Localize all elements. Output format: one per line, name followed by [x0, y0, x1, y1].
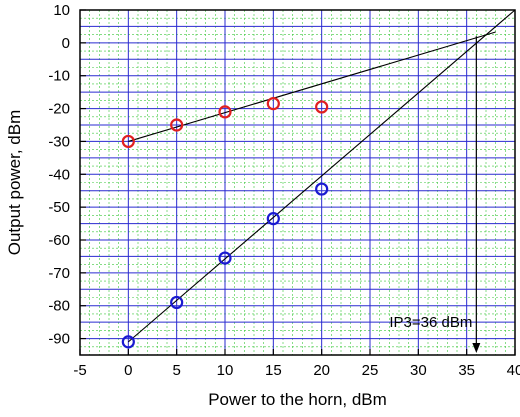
data-point-s0 [315, 100, 329, 114]
x-tick-label: 30 [410, 362, 427, 379]
y-tick-label: 0 [62, 35, 70, 52]
data-point-s0 [170, 118, 184, 132]
x-tick-label: 25 [362, 362, 379, 379]
y-tick-label: 10 [53, 2, 70, 19]
x-axis-title: Power to the horn, dBm [208, 390, 387, 409]
fit-lines [127, 9, 516, 343]
y-tick-label: -10 [48, 68, 70, 85]
ip3-label: IP3=36 dBm [389, 314, 472, 331]
data-point-s0 [218, 105, 232, 119]
y-tick-label: -20 [48, 101, 70, 118]
data-point-s0 [266, 97, 280, 111]
y-axis-ticks: -90 -80 -70 -60 -50 -40 -30 -20 -10 0 10 [48, 2, 86, 348]
x-tick-label: 5 [172, 362, 180, 379]
x-tick-label: 35 [458, 362, 475, 379]
x-tick-label: 40 [507, 362, 520, 379]
x-tick-label: 10 [217, 362, 234, 379]
ip3-annotation: IP3=36 dBm [389, 36, 481, 353]
data-point-s1 [266, 212, 280, 226]
x-tick-label: 20 [313, 362, 330, 379]
x-axis-ticks: -5 0 5 10 15 20 25 30 35 40 [73, 349, 520, 379]
y-tick-label: -60 [48, 232, 70, 249]
ip3-arrowhead [472, 343, 481, 353]
plot-frame [79, 9, 516, 356]
data-points [121, 97, 329, 349]
y-tick-label: -50 [48, 199, 70, 216]
minor-grid [80, 10, 515, 355]
data-point-s0 [121, 134, 135, 149]
y-tick-label: -90 [48, 331, 70, 348]
y-tick-label: -70 [48, 265, 70, 282]
x-tick-label: 0 [124, 362, 132, 379]
fit-line [128, 31, 496, 142]
fit-line [127, 9, 516, 343]
y-tick-label: -30 [48, 133, 70, 150]
x-tick-label: -5 [73, 362, 86, 379]
y-tick-label: -80 [48, 298, 70, 315]
y-tick-label: -40 [48, 166, 70, 183]
data-point-s1 [170, 295, 184, 310]
data-point-s1 [315, 182, 329, 196]
data-point-s1 [218, 251, 232, 265]
data-point-s1 [121, 335, 135, 349]
x-tick-label: 15 [265, 362, 282, 379]
y-axis-title: Output power, dBm [5, 110, 24, 256]
